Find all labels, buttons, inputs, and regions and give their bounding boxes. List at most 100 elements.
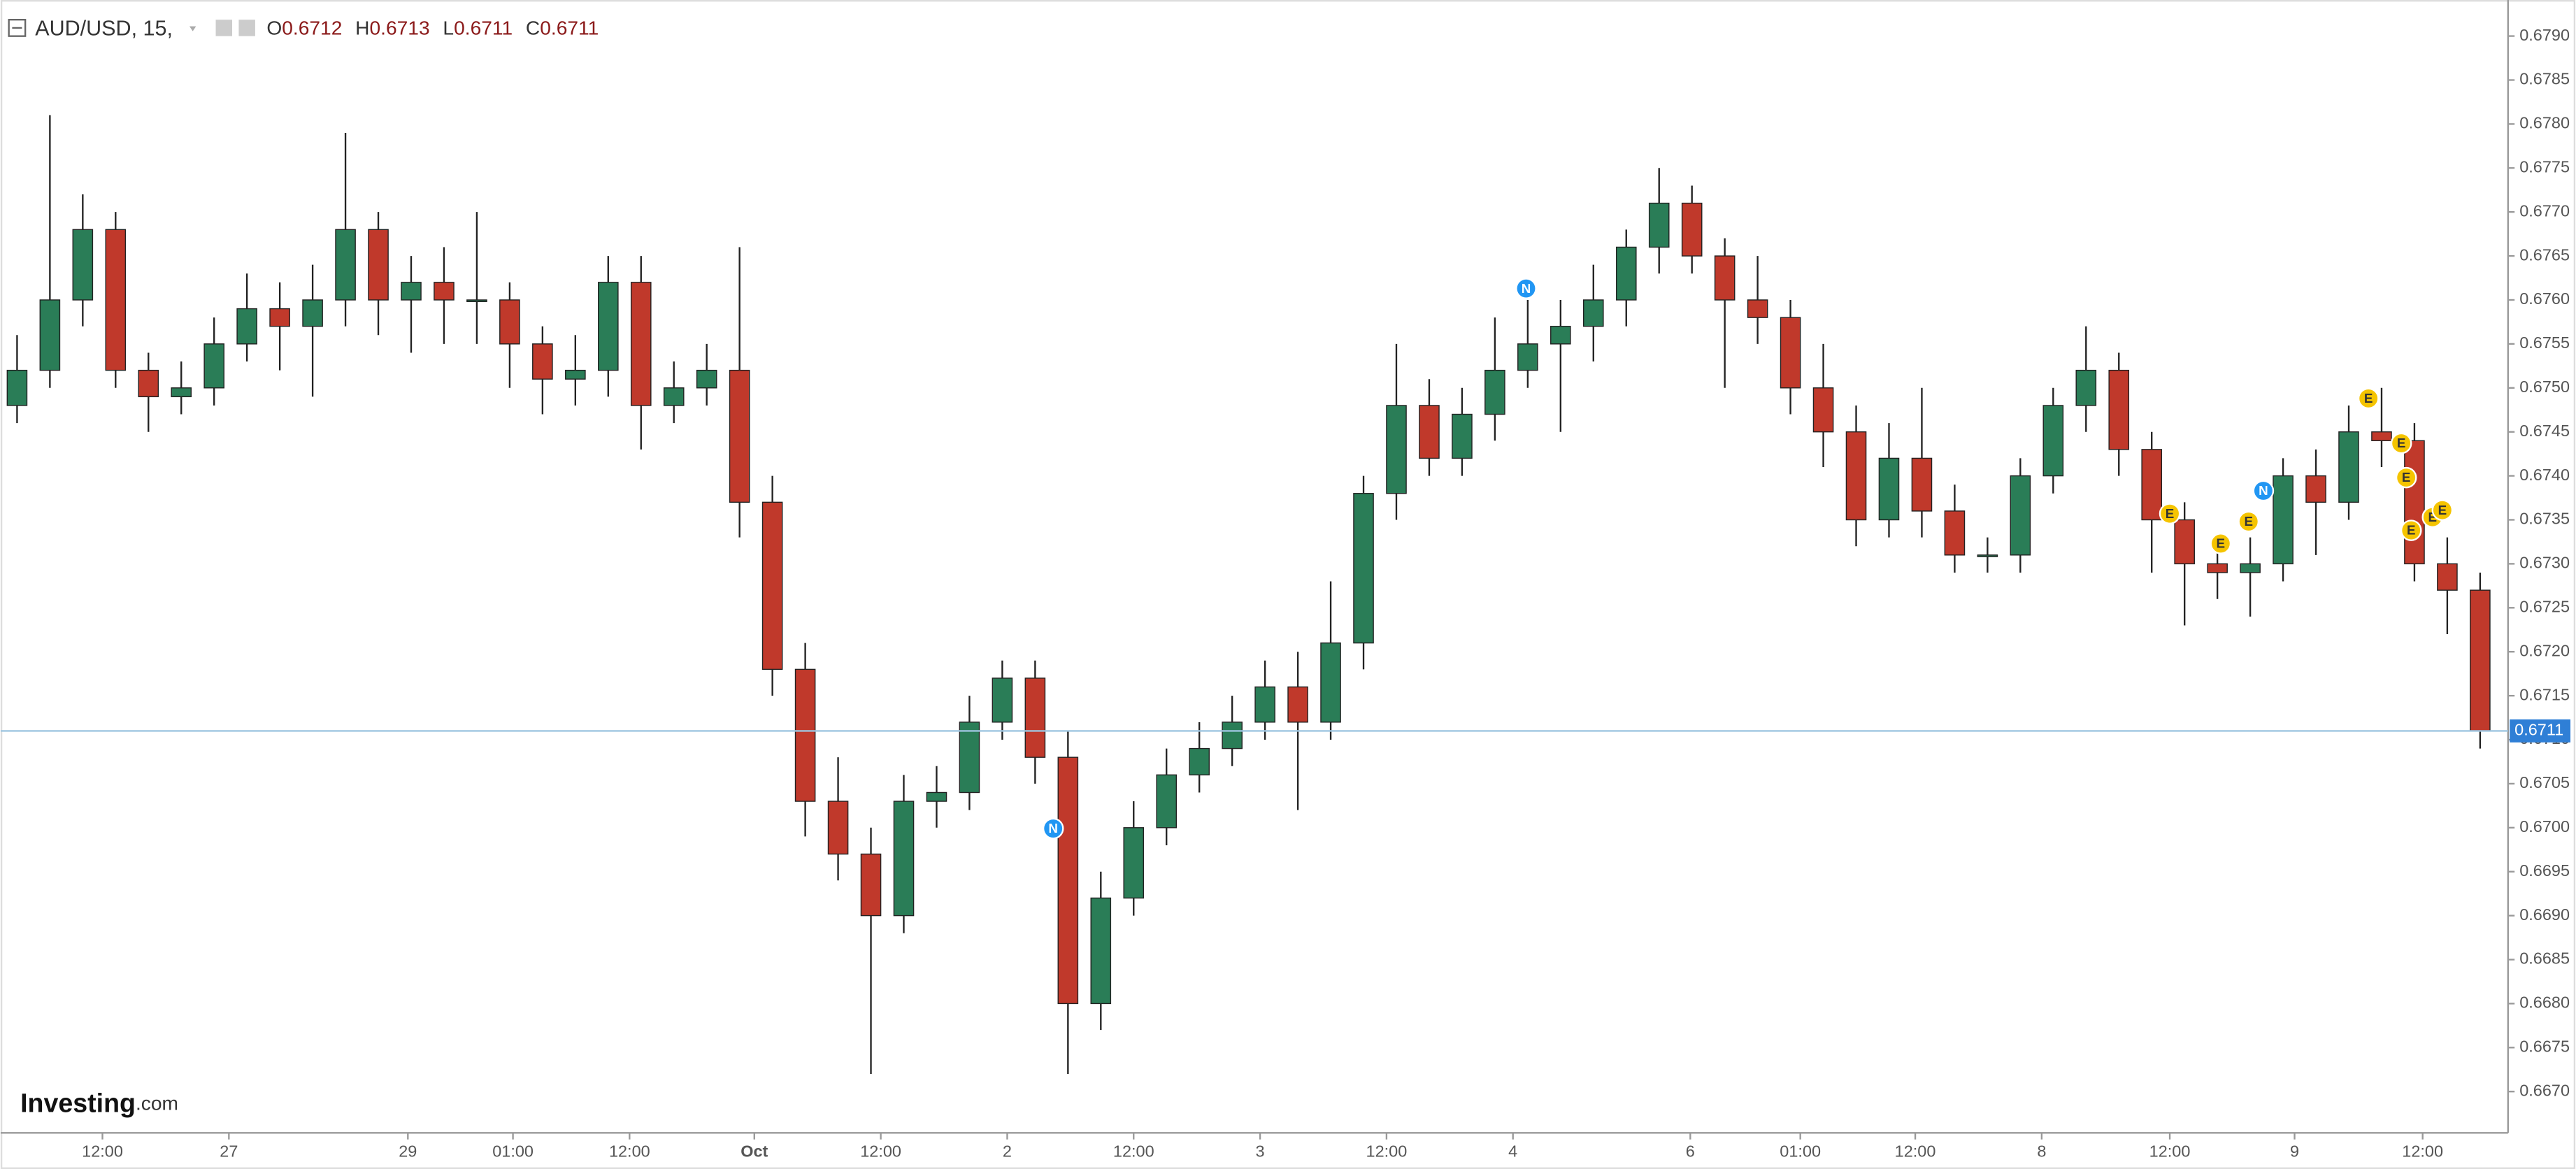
event-marker[interactable]: N [1042, 817, 1064, 840]
settings-icon[interactable] [215, 20, 233, 36]
event-label: E [2244, 514, 2253, 529]
candle-body [1681, 202, 1703, 257]
candle-body [2338, 431, 2359, 503]
event-circle [2238, 510, 2260, 533]
collapse-button[interactable] [8, 19, 27, 37]
ohlc-value: 0.6713 [370, 17, 430, 39]
y-tick-label: 0.6715 [2519, 685, 2570, 703]
x-tick-label: 9 [2290, 1142, 2299, 1161]
candle-body [171, 387, 192, 398]
candle-body [630, 282, 652, 406]
candle-body [926, 791, 947, 802]
event-marker[interactable]: N [2252, 480, 2275, 502]
logo-main: Investing [20, 1088, 136, 1117]
candle-body [1582, 299, 1604, 327]
candle-body [827, 801, 849, 855]
candle-body [368, 229, 389, 301]
candle-body [2404, 440, 2425, 565]
candle-body [1977, 554, 1998, 557]
candle-body [1911, 457, 1933, 512]
x-tick-label: 01:00 [1780, 1142, 1821, 1161]
candle-body [1189, 747, 1210, 776]
y-tick-label: 0.6685 [2519, 949, 2570, 968]
candle-body [2141, 449, 2163, 521]
x-tick-label: 29 [399, 1142, 417, 1161]
candle-body [269, 308, 290, 327]
x-tick-label: 12:00 [82, 1142, 123, 1161]
event-marker[interactable]: E [2390, 432, 2412, 454]
candle-body [39, 299, 61, 371]
event-marker[interactable]: E [2159, 503, 2181, 524]
candle-body [2470, 589, 2491, 732]
y-tick-label: 0.6755 [2519, 334, 2570, 352]
x-tick-label: 01:00 [492, 1142, 534, 1161]
y-tick-label: 0.6770 [2519, 201, 2570, 220]
candle-body [1024, 677, 1046, 758]
x-tick-label: 12:00 [609, 1142, 650, 1161]
candle-body [2010, 475, 2031, 556]
candle-body [1353, 493, 1374, 644]
ohlc-letter: C [526, 17, 540, 39]
x-tick-label: 12:00 [860, 1142, 901, 1161]
y-tick-label: 0.6700 [2519, 817, 2570, 835]
event-circle [2159, 503, 2181, 524]
candle-body [598, 282, 619, 371]
y-tick-label: 0.6730 [2519, 554, 2570, 572]
candle-body [1123, 827, 1145, 899]
candle-body [1452, 413, 1473, 459]
ohlc-value: 0.6711 [454, 17, 513, 39]
candle-body [1057, 756, 1079, 1005]
x-tick-label: 12:00 [1366, 1142, 1408, 1161]
candle-body [959, 722, 980, 794]
event-marker[interactable]: E [2210, 533, 2232, 554]
y-tick-label: 0.6775 [2519, 157, 2570, 175]
event-label: N [1048, 821, 1058, 835]
x-tick-label: 12:00 [1895, 1142, 1936, 1161]
x-tick-label: 27 [220, 1142, 238, 1161]
event-marker[interactable]: E [2400, 519, 2422, 541]
ohlc-value: 0.6712 [282, 17, 342, 39]
event-marker[interactable]: E [2238, 510, 2260, 533]
x-tick-label: 3 [1256, 1142, 1265, 1161]
candle-body [138, 369, 159, 398]
chart-title: AUD/USD, 15, [35, 16, 173, 40]
event-marker[interactable]: N [1515, 278, 1537, 299]
candle-body [1648, 202, 1670, 248]
event-circle [2400, 519, 2422, 541]
event-circle [2357, 387, 2380, 410]
candle-body [729, 369, 750, 503]
candle-body [893, 801, 915, 917]
candle-body [1747, 299, 1768, 318]
candle-body [1090, 897, 1112, 1005]
candle-body [532, 343, 553, 380]
event-circle [1515, 278, 1537, 299]
event-circle [2390, 432, 2412, 454]
candle-body [1845, 431, 1867, 521]
last-price-label: 0.6711 [2514, 721, 2563, 739]
event-marker[interactable]: E [2431, 499, 2454, 521]
candle-body [1419, 405, 1440, 459]
y-tick-label: 0.6680 [2519, 994, 2570, 1012]
y-tick-label: 0.6750 [2519, 378, 2570, 396]
candle-body [2174, 519, 2195, 565]
candle-body [236, 308, 257, 345]
event-label: E [2364, 391, 2373, 406]
candle-body [696, 369, 717, 389]
candle-body [761, 501, 783, 670]
candle-body [1615, 246, 1637, 301]
event-circle [1042, 817, 1064, 840]
y-tick-label: 0.6725 [2519, 597, 2570, 615]
event-marker[interactable]: E [2357, 387, 2380, 410]
x-tick-label: 6 [1686, 1142, 1695, 1161]
candle-body [6, 369, 28, 406]
event-label: N [2259, 483, 2268, 498]
candle-body [1254, 686, 1275, 723]
y-tick-label: 0.6720 [2519, 641, 2570, 659]
event-circle [2252, 480, 2275, 502]
event-marker[interactable]: E [2395, 466, 2417, 489]
candle-body [2437, 563, 2458, 591]
interval-dropdown[interactable] [189, 26, 196, 31]
last-price-box [2510, 719, 2571, 743]
hide-icon[interactable] [238, 20, 255, 36]
